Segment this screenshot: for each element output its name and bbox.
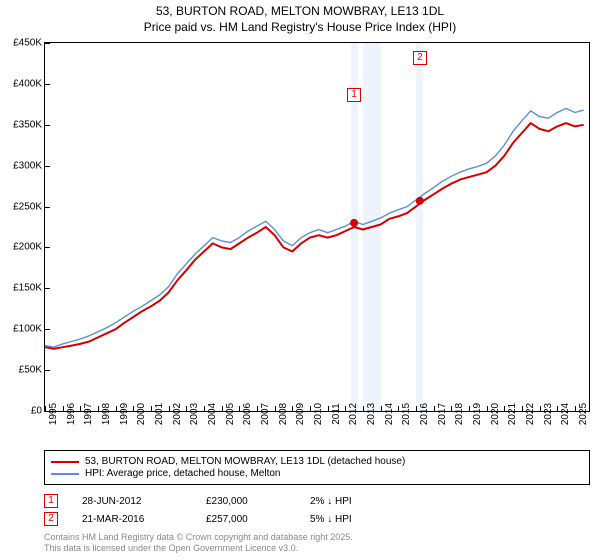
x-axis-label: 2006: [242, 403, 253, 425]
sale-diff: 5% ↓ HPI: [310, 514, 352, 525]
x-axis-label: 2003: [189, 403, 200, 425]
x-axis-label: 1996: [66, 403, 77, 425]
x-axis-label: 2007: [260, 403, 271, 425]
y-axis-label: £200K: [2, 242, 42, 253]
sale-row-marker: 2: [44, 512, 58, 526]
y-axis-label: £400K: [2, 78, 42, 89]
sale-marker-1: 1: [347, 88, 361, 102]
sale-date: 21-MAR-2016: [82, 514, 182, 525]
legend-label: HPI: Average price, detached house, Melt…: [85, 468, 281, 479]
footer-line-2: This data is licensed under the Open Gov…: [44, 543, 353, 554]
sale-row: 1 28-JUN-2012 £230,000 2% ↓ HPI: [44, 494, 352, 508]
x-axis-label: 2004: [207, 403, 218, 425]
legend-item: HPI: Average price, detached house, Melt…: [51, 468, 583, 479]
series-price_paid: [45, 123, 584, 349]
y-axis-label: £350K: [2, 119, 42, 130]
legend-label: 53, BURTON ROAD, MELTON MOWBRAY, LE13 1D…: [85, 456, 405, 467]
x-axis-label: 2015: [401, 403, 412, 425]
y-axis-label: £50K: [2, 365, 42, 376]
series-hpi: [45, 108, 584, 347]
x-axis-label: 2023: [543, 403, 554, 425]
x-axis-label: 2021: [507, 403, 518, 425]
legend: 53, BURTON ROAD, MELTON MOWBRAY, LE13 1D…: [44, 450, 590, 485]
x-axis-label: 2009: [295, 403, 306, 425]
sale-price: £257,000: [206, 514, 286, 525]
title-line-2: Price paid vs. HM Land Registry's House …: [0, 20, 600, 36]
y-axis-label: £250K: [2, 201, 42, 212]
x-axis-label: 1995: [48, 403, 59, 425]
x-axis-label: 2013: [366, 403, 377, 425]
x-axis-label: 2022: [525, 403, 536, 425]
x-axis-label: 2012: [348, 403, 359, 425]
x-axis-label: 2001: [154, 403, 165, 425]
x-axis-label: 2005: [225, 403, 236, 425]
x-axis-label: 2011: [331, 403, 342, 425]
x-axis-label: 2020: [490, 403, 501, 425]
y-axis-label: £150K: [2, 283, 42, 294]
chart-container: 53, BURTON ROAD, MELTON MOWBRAY, LE13 1D…: [0, 0, 600, 560]
x-axis-label: 2019: [472, 403, 483, 425]
footer-text: Contains HM Land Registry data © Crown c…: [44, 532, 353, 554]
title-line-1: 53, BURTON ROAD, MELTON MOWBRAY, LE13 1D…: [0, 4, 600, 20]
legend-swatch: [51, 473, 79, 475]
x-axis-label: 2010: [313, 403, 324, 425]
x-axis-label: 2017: [437, 403, 448, 425]
y-axis-label: £0: [2, 406, 42, 417]
x-axis-label: 2002: [172, 403, 183, 425]
x-axis-label: 2018: [454, 403, 465, 425]
sales-table: 1 28-JUN-2012 £230,000 2% ↓ HPI 2 21-MAR-2016…: [44, 490, 352, 530]
x-axis-label: 2025: [578, 403, 589, 425]
x-axis-label: 2016: [419, 403, 430, 425]
sale-price: £230,000: [206, 496, 286, 507]
plot-area: 12: [44, 42, 590, 412]
y-axis-label: £450K: [2, 38, 42, 49]
sale-point-1: [350, 219, 358, 227]
sale-point-2: [416, 197, 424, 205]
y-axis-label: £100K: [2, 324, 42, 335]
x-axis-label: 2024: [560, 403, 571, 425]
chart-title: 53, BURTON ROAD, MELTON MOWBRAY, LE13 1D…: [0, 0, 600, 35]
legend-swatch: [51, 461, 79, 463]
x-axis-label: 2014: [384, 403, 395, 425]
y-axis-label: £300K: [2, 160, 42, 171]
x-axis-label: 2000: [136, 403, 147, 425]
sale-diff: 2% ↓ HPI: [310, 496, 352, 507]
x-axis-label: 2008: [278, 403, 289, 425]
sale-row: 2 21-MAR-2016 £257,000 5% ↓ HPI: [44, 512, 352, 526]
legend-item: 53, BURTON ROAD, MELTON MOWBRAY, LE13 1D…: [51, 456, 583, 467]
footer-line-1: Contains HM Land Registry data © Crown c…: [44, 532, 353, 543]
sale-date: 28-JUN-2012: [82, 496, 182, 507]
x-axis-label: 1997: [83, 403, 94, 425]
sale-marker-2: 2: [413, 51, 427, 65]
sale-row-marker: 1: [44, 494, 58, 508]
line-series-svg: [45, 43, 589, 411]
x-axis-label: 1999: [119, 403, 130, 425]
x-axis-label: 1998: [101, 403, 112, 425]
